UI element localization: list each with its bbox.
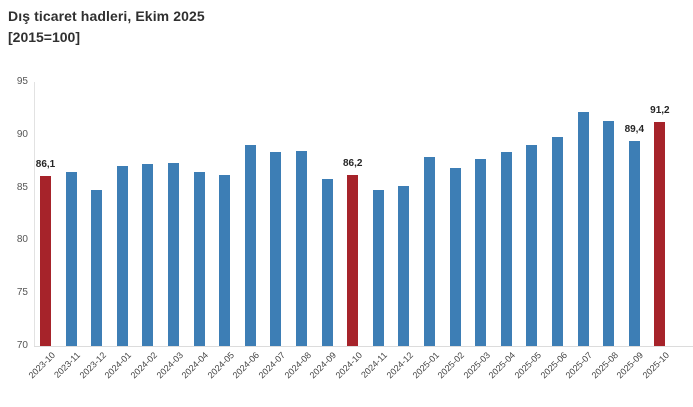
bar-2024-11 bbox=[372, 189, 384, 346]
bar-2025-10 bbox=[654, 122, 666, 346]
bar-2024-09 bbox=[321, 179, 333, 346]
bar-2024-05 bbox=[219, 174, 231, 346]
bar-2025-06 bbox=[552, 136, 563, 346]
bar-2024-01 bbox=[116, 166, 128, 346]
bar-2025-03 bbox=[475, 159, 487, 346]
bar-2025-08 bbox=[603, 121, 615, 346]
x-axis-line bbox=[34, 346, 693, 347]
bar-2024-02 bbox=[142, 164, 154, 346]
bar-2024-10 bbox=[347, 174, 359, 346]
y-tick-label: 80 bbox=[16, 234, 28, 246]
bar-2023-10 bbox=[40, 175, 51, 346]
bar-2024-06 bbox=[244, 145, 256, 346]
bar-value-label: 86,1 bbox=[35, 158, 56, 170]
chart-title: Dış ticaret hadleri, Ekim 2025 bbox=[8, 8, 205, 24]
bar-2025-09 bbox=[628, 141, 640, 346]
bar-2025-01 bbox=[424, 156, 435, 346]
bar-2024-07 bbox=[270, 151, 282, 346]
bar-2025-04 bbox=[500, 151, 512, 346]
y-tick-label: 90 bbox=[16, 128, 28, 140]
y-tick-label: 95 bbox=[16, 76, 28, 87]
bar-2025-02 bbox=[449, 167, 461, 346]
chart-subtitle: [2015=100] bbox=[8, 29, 81, 45]
bar-2025-07 bbox=[577, 111, 589, 346]
bar-2025-05 bbox=[526, 145, 538, 346]
bar-2023-12 bbox=[91, 189, 103, 346]
y-tick-label: 85 bbox=[16, 181, 28, 193]
y-axis-line bbox=[34, 82, 35, 346]
bar-2024-03 bbox=[168, 163, 179, 346]
bar-value-label: 86,2 bbox=[342, 157, 363, 169]
y-tick-label: 75 bbox=[16, 287, 28, 299]
y-tick-label: 70 bbox=[16, 340, 28, 351]
bar-value-label: 91,2 bbox=[650, 105, 670, 117]
plot-area bbox=[34, 82, 693, 346]
bar-2023-11 bbox=[65, 171, 77, 346]
bar-2024-04 bbox=[193, 171, 205, 346]
bar-value-label: 89,4 bbox=[624, 124, 645, 136]
bar-2024-12 bbox=[398, 185, 410, 346]
bar-2024-08 bbox=[296, 150, 307, 346]
